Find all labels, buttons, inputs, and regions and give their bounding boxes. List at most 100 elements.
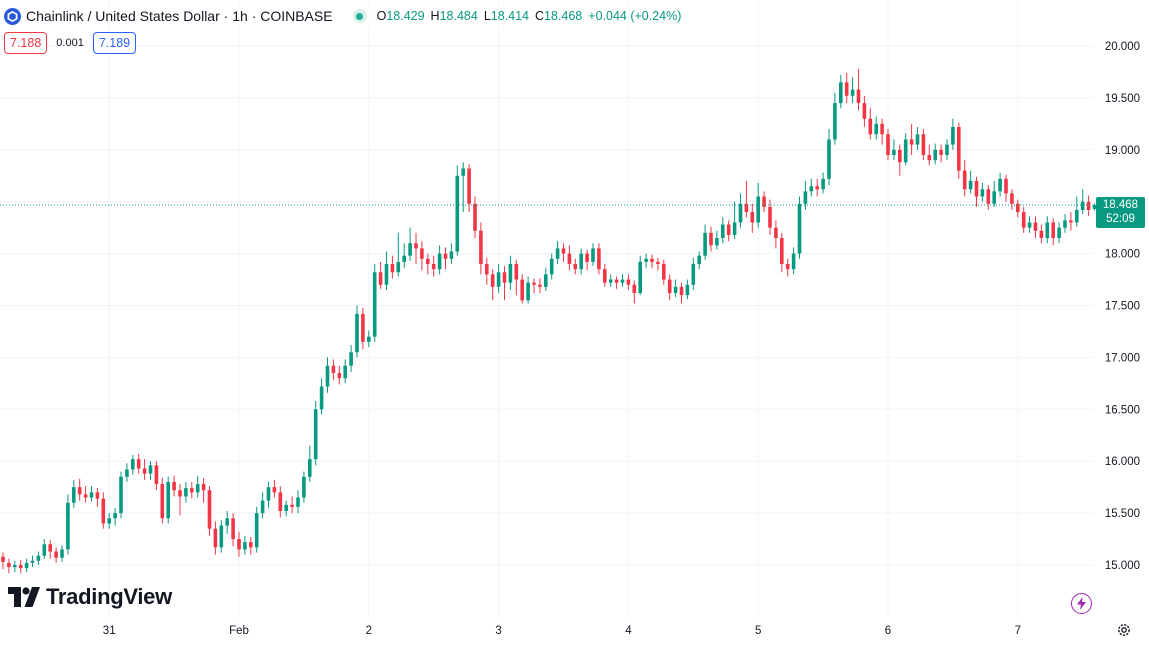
candle xyxy=(325,357,330,393)
y-tick-label: 15.500 xyxy=(1105,508,1140,520)
candle-body xyxy=(780,238,784,264)
candle-body xyxy=(42,544,47,556)
candle xyxy=(290,496,294,514)
candle xyxy=(107,513,111,529)
candle xyxy=(502,266,507,301)
candle xyxy=(201,477,206,503)
candle-body xyxy=(544,274,548,287)
x-tick-label: Feb xyxy=(229,625,249,637)
candle-body xyxy=(148,465,153,474)
candle xyxy=(567,245,572,271)
candle xyxy=(77,478,82,501)
candle-body xyxy=(284,504,288,512)
candle xyxy=(367,330,371,348)
candle xyxy=(119,471,123,519)
trade-panel: 7.188 0.001 7.189 xyxy=(4,32,137,54)
candle-body xyxy=(490,274,495,287)
candle-body xyxy=(1033,222,1038,231)
candle-body xyxy=(72,487,76,503)
candle-body xyxy=(1051,222,1055,239)
candle-body xyxy=(455,175,460,252)
candle-body xyxy=(384,263,389,285)
candle-body xyxy=(414,243,418,249)
candle-body xyxy=(225,518,229,526)
candle-body xyxy=(426,258,430,264)
candle xyxy=(544,268,548,291)
candle-body xyxy=(249,542,253,548)
candle xyxy=(1063,214,1067,233)
candle xyxy=(673,279,678,298)
candle xyxy=(679,282,684,304)
candle-body xyxy=(131,459,135,470)
candle-body xyxy=(809,186,814,192)
candle xyxy=(762,191,766,213)
x-tick-label: 2 xyxy=(366,625,372,637)
candle-body xyxy=(691,263,696,285)
candle-body xyxy=(1069,220,1073,223)
candle-body xyxy=(113,513,117,519)
gear-icon[interactable] xyxy=(1116,622,1132,638)
candle-body xyxy=(797,203,802,254)
candle xyxy=(903,133,908,166)
candle xyxy=(449,243,454,264)
candle-body xyxy=(219,525,224,548)
candle xyxy=(756,183,760,228)
candle-body xyxy=(903,139,908,163)
candle-body xyxy=(980,189,985,197)
sell-button[interactable]: 7.188 xyxy=(4,32,48,54)
candle xyxy=(927,144,932,166)
candle xyxy=(650,254,654,269)
candle-body xyxy=(254,513,259,548)
candle xyxy=(213,521,218,555)
candle xyxy=(968,170,973,194)
candle-body xyxy=(662,263,666,280)
candle xyxy=(243,535,247,555)
candle xyxy=(154,461,159,491)
candle xyxy=(1010,189,1014,211)
candle xyxy=(231,513,235,547)
symbol-title[interactable]: Chainlink / United States Dollar · 1h · … xyxy=(26,8,333,24)
candle xyxy=(992,180,996,207)
candle xyxy=(921,129,926,161)
buy-button[interactable]: 7.189 xyxy=(92,32,137,54)
candle-body xyxy=(325,365,330,387)
candle xyxy=(148,461,153,480)
lightning-icon[interactable] xyxy=(1071,593,1092,614)
candle-body xyxy=(538,284,542,287)
candle-body xyxy=(933,149,937,161)
candle-body xyxy=(762,196,766,207)
candle xyxy=(260,492,265,519)
candle-body xyxy=(437,253,442,270)
candle-body xyxy=(850,89,855,96)
tradingview-logo[interactable]: TradingView xyxy=(8,584,172,610)
candle xyxy=(821,172,825,194)
candle-body xyxy=(1045,222,1050,239)
candle xyxy=(302,471,306,503)
candle-body xyxy=(697,255,701,264)
candle xyxy=(496,263,501,294)
candle-body xyxy=(296,497,300,507)
candle xyxy=(225,511,229,534)
high-value: 18.484 xyxy=(439,9,478,23)
candle xyxy=(437,245,442,275)
candle xyxy=(886,129,890,161)
y-tick-label: 19.000 xyxy=(1105,145,1140,157)
candle xyxy=(768,199,772,235)
candle-body xyxy=(514,263,519,280)
candle xyxy=(24,558,29,573)
ohlc-values: O18.429 H18.484 L18.414 C18.468 +0.044 (+0.2… xyxy=(377,9,688,23)
candle-body xyxy=(909,139,914,145)
candle xyxy=(815,178,819,197)
candle xyxy=(508,255,513,290)
candle xyxy=(998,172,1002,197)
candle-body xyxy=(768,206,772,228)
candle xyxy=(579,248,583,275)
candle xyxy=(18,559,23,574)
candle-body xyxy=(136,459,141,469)
candle xyxy=(142,459,147,480)
candle-body xyxy=(1027,222,1032,228)
candle xyxy=(178,484,182,516)
candle xyxy=(1075,196,1079,227)
